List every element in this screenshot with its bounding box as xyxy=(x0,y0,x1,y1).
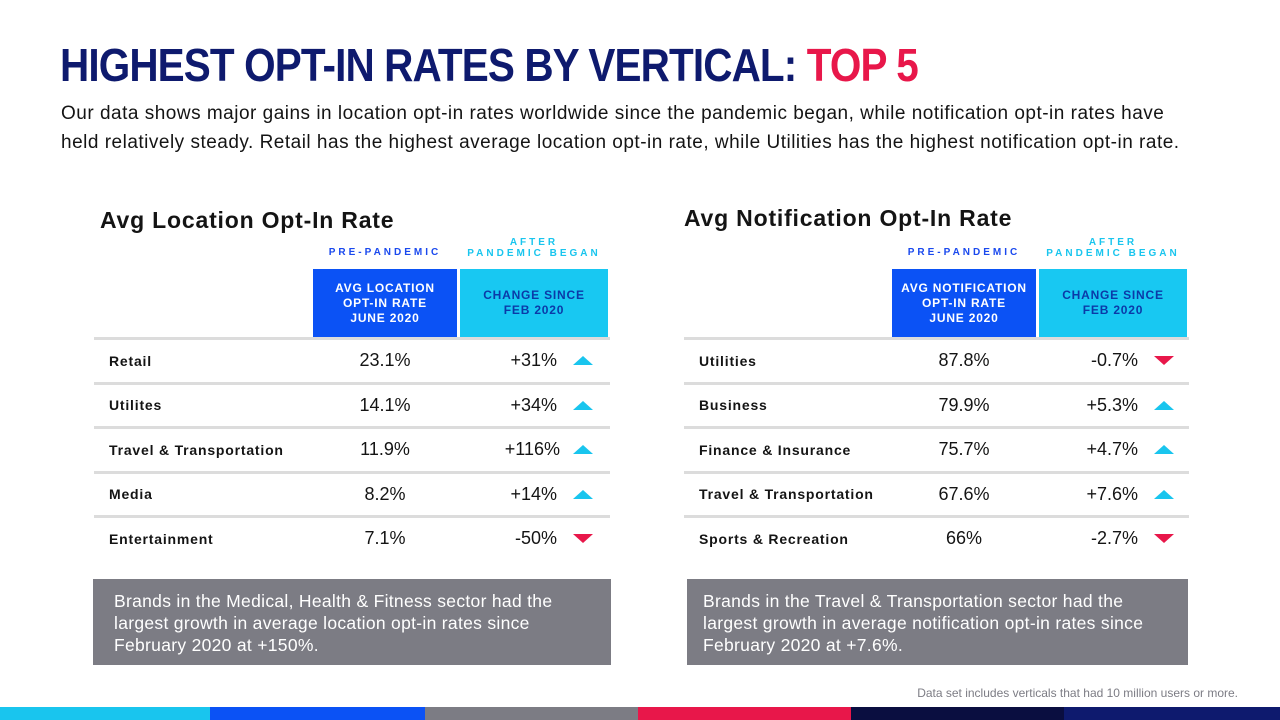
notification-col-header-rate-line3: JUNE 2020 xyxy=(929,310,999,325)
location-col-header-change-line1: CHANGE SINCE xyxy=(483,288,585,302)
location-insight-note: Brands in the Medical, Health & Fitness … xyxy=(93,579,611,665)
change-value: -0.7% xyxy=(1090,350,1138,371)
notification-after-label-line1: AFTER xyxy=(1088,237,1138,248)
notification-panel: Avg Notification Opt-In Rate PRE-PANDEMI… xyxy=(684,205,1189,675)
opt-in-rate: 87.8% xyxy=(938,350,990,371)
location-col-header-rate: AVG LOCATION OPT-IN RATE JUNE 2020 xyxy=(313,269,457,337)
page-title: HIGHEST OPT-IN RATES BY VERTICAL: TOP 5 xyxy=(60,38,919,92)
vertical-name: Travel & Transportation xyxy=(109,441,284,458)
location-col-header-rate-line2: OPT-IN RATE xyxy=(343,295,427,310)
location-col-header-change-line2: FEB 2020 xyxy=(503,303,565,317)
notification-panel-title: Avg Notification Opt-In Rate xyxy=(684,205,1013,231)
color-bar-segment xyxy=(210,707,425,720)
trend-up-icon xyxy=(1154,400,1174,410)
footnote: Data set includes verticals that had 10 … xyxy=(917,686,1238,700)
notification-pre-pandemic-label: PRE-PANDEMIC xyxy=(907,247,1021,258)
opt-in-rate: 66% xyxy=(945,528,983,549)
location-table: Retail 23.1% +31% Utilites 14.1% +34% Tr… xyxy=(94,337,610,560)
location-col-header-rate-line3: JUNE 2020 xyxy=(350,310,420,325)
change-value: +4.7% xyxy=(1086,439,1138,460)
change-value: -50% xyxy=(514,528,557,549)
location-col-header-rate-line1: AVG LOCATION xyxy=(335,280,435,295)
vertical-name: Travel & Transportation xyxy=(699,486,874,503)
table-row: Travel & Transportation 11.9% +116% xyxy=(94,426,610,471)
opt-in-rate: 14.1% xyxy=(359,394,411,415)
location-after-label-line2: PANDEMIC BEGAN xyxy=(467,248,601,259)
location-col-header-change: CHANGE SINCE FEB 2020 xyxy=(460,269,608,337)
notification-col-header-change: CHANGE SINCE FEB 2020 xyxy=(1039,269,1187,337)
trend-up-icon xyxy=(573,400,593,410)
page-title-main: HIGHEST OPT-IN RATES BY VERTICAL: xyxy=(60,39,797,91)
table-row: Utilities 87.8% -0.7% xyxy=(684,337,1189,382)
opt-in-rate: 23.1% xyxy=(359,350,411,371)
change-value: +34% xyxy=(510,394,557,415)
vertical-name: Retail xyxy=(109,352,152,369)
table-row: Utilites 14.1% +34% xyxy=(94,381,610,427)
table-row: Retail 23.1% +31% xyxy=(94,337,610,382)
notification-after-label-line2: PANDEMIC BEGAN xyxy=(1046,248,1180,259)
table-row: Sports & Recreation 66% -2.7% xyxy=(684,515,1189,560)
table-row: Business 79.9% +5.3% xyxy=(684,381,1189,427)
notification-col-header-rate: AVG NOTIFICATION OPT-IN RATE JUNE 2020 xyxy=(892,269,1036,337)
vertical-name: Media xyxy=(109,486,153,503)
trend-down-icon xyxy=(1154,534,1174,544)
change-value: +31% xyxy=(510,350,557,371)
trend-down-icon xyxy=(1154,356,1174,366)
vertical-name: Utilites xyxy=(109,397,163,414)
location-after-label-line1: AFTER xyxy=(509,237,559,248)
trend-up-icon xyxy=(1154,489,1174,499)
vertical-name: Sports & Recreation xyxy=(699,530,849,547)
location-panel-title: Avg Location Opt-In Rate xyxy=(100,207,395,233)
table-row: Media 8.2% +14% xyxy=(94,470,610,516)
opt-in-rate: 79.9% xyxy=(938,394,990,415)
vertical-name: Business xyxy=(699,397,768,414)
location-after-pandemic-label: AFTER PANDEMIC BEGAN xyxy=(460,237,608,259)
table-row: Entertainment 7.1% -50% xyxy=(94,515,610,560)
trend-up-icon xyxy=(573,356,593,366)
notification-col-header-change-line2: FEB 2020 xyxy=(1082,303,1144,317)
trend-up-icon xyxy=(1154,445,1174,455)
vertical-name: Finance & Insurance xyxy=(699,441,852,458)
color-bar-segment xyxy=(638,707,851,720)
notification-col-header-rate-line2: OPT-IN RATE xyxy=(922,295,1006,310)
location-panel: Avg Location Opt-In Rate PRE-PANDEMIC AF… xyxy=(93,205,611,675)
change-value: -2.7% xyxy=(1090,528,1138,549)
trend-up-icon xyxy=(573,445,593,455)
vertical-name: Entertainment xyxy=(109,530,214,547)
table-row: Travel & Transportation 67.6% +7.6% xyxy=(684,470,1189,516)
color-bar-segment xyxy=(1064,707,1280,720)
change-value: +7.6% xyxy=(1086,483,1138,504)
trend-up-icon xyxy=(573,489,593,499)
opt-in-rate: 11.9% xyxy=(360,439,410,460)
opt-in-rate: 67.6% xyxy=(938,483,990,504)
opt-in-rate: 7.1% xyxy=(364,528,406,549)
page-title-accent: TOP 5 xyxy=(806,39,919,91)
table-row: Finance & Insurance 75.7% +4.7% xyxy=(684,426,1189,471)
opt-in-rate: 8.2% xyxy=(364,483,406,504)
color-bar-segment xyxy=(0,707,210,720)
notification-col-header-rate-line1: AVG NOTIFICATION xyxy=(901,280,1027,295)
trend-down-icon xyxy=(573,534,593,544)
location-pre-pandemic-label: PRE-PANDEMIC xyxy=(328,247,442,258)
change-value: +116% xyxy=(504,439,560,460)
notification-table: Utilities 87.8% -0.7% Business 79.9% +5.… xyxy=(684,337,1189,560)
color-bar-segment xyxy=(425,707,638,720)
change-value: +14% xyxy=(510,483,557,504)
notification-insight-note: Brands in the Travel & Transportation se… xyxy=(687,579,1188,665)
color-bar-segment xyxy=(851,707,1064,720)
intro-paragraph: Our data shows major gains in location o… xyxy=(61,103,1180,153)
change-value: +5.3% xyxy=(1086,394,1138,415)
vertical-name: Utilities xyxy=(699,352,757,369)
opt-in-rate: 75.7% xyxy=(938,439,990,460)
notification-after-pandemic-label: AFTER PANDEMIC BEGAN xyxy=(1039,237,1187,259)
notification-col-header-change-line1: CHANGE SINCE xyxy=(1062,288,1164,302)
decorative-color-bar xyxy=(0,707,1280,720)
